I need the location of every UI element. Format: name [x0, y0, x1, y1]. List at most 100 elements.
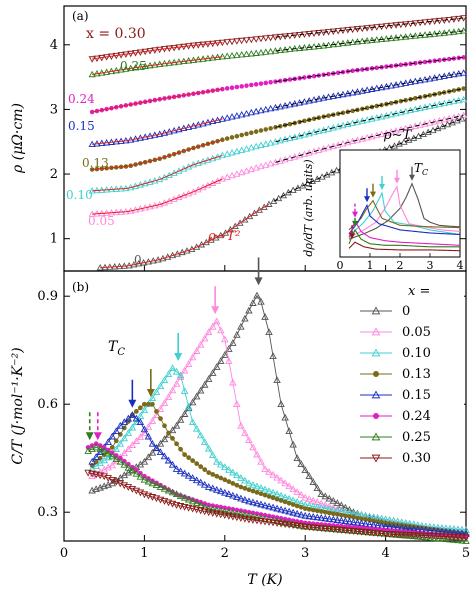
data-point [330, 511, 336, 517]
panel-a-series-0-30 [88, 15, 468, 63]
data-point [108, 432, 117, 440]
data-point [144, 432, 153, 440]
data-point [128, 466, 137, 474]
data-point [196, 340, 205, 348]
inset-tc-arrowhead [409, 174, 415, 181]
legend-label: 0.15 [402, 388, 431, 403]
data-point [178, 446, 183, 452]
data-point [217, 511, 225, 519]
data-point [293, 522, 301, 530]
data-point [305, 495, 313, 503]
data-point [281, 413, 289, 421]
data-point [200, 480, 209, 488]
data-point [270, 495, 276, 501]
data-point [233, 170, 241, 177]
data-point [180, 469, 189, 477]
data-point [462, 537, 470, 544]
data-point [454, 536, 462, 544]
data-point [196, 478, 205, 486]
data-point [156, 405, 165, 412]
data-point [166, 430, 171, 436]
tc-arrowhead [146, 389, 155, 397]
data-point [334, 511, 340, 517]
data-point [208, 505, 217, 513]
data-point [245, 306, 253, 314]
data-point [281, 479, 289, 487]
data-point [265, 328, 273, 336]
data-point [263, 127, 269, 132]
inset-tc-arrowhead [379, 183, 385, 190]
legend-items: 0 0.05 0.10 0.13 0.15 0.24 0.25 0.30 [360, 304, 431, 466]
data-point [290, 502, 296, 507]
panel-a-ytick-label: 2 [50, 167, 58, 182]
data-point [289, 522, 297, 529]
data-point [229, 85, 235, 90]
data-point [257, 48, 265, 56]
data-point [341, 517, 350, 525]
data-point [286, 32, 294, 40]
data-point [277, 476, 285, 484]
data-point [140, 457, 149, 465]
data-point [426, 533, 434, 541]
legend-label: 0.13 [402, 367, 431, 382]
data-point [128, 441, 137, 448]
inset-curve-0-10 [348, 191, 461, 237]
data-point [144, 453, 153, 461]
data-point [212, 506, 221, 513]
panel-a-series-0-24 [89, 55, 466, 115]
data-point [104, 438, 112, 445]
data-point [239, 132, 244, 138]
data-point [221, 488, 229, 496]
data-point [291, 100, 299, 107]
data-point [339, 121, 347, 129]
legend-title: x = [408, 284, 430, 299]
data-point [411, 77, 419, 85]
data-point [132, 418, 141, 426]
data-point [176, 503, 185, 510]
data-point [156, 439, 165, 447]
data-point [233, 147, 241, 155]
data-point [268, 80, 273, 85]
data-point [353, 518, 362, 526]
data-point [200, 334, 209, 342]
data-point [188, 398, 197, 406]
inset-xtick-label: 1 [367, 259, 374, 272]
data-point [184, 495, 193, 503]
data-point [262, 140, 270, 147]
legend-item-0-10: 0.10 [360, 346, 431, 361]
data-point [269, 503, 277, 511]
data-point [112, 427, 121, 435]
data-point [401, 531, 410, 539]
rho-t2-fit-line [92, 178, 223, 215]
data-point [281, 521, 289, 528]
data-point [281, 506, 289, 514]
data-point [233, 112, 241, 119]
data-point [458, 534, 466, 542]
data-point [317, 499, 326, 507]
panel-b-ylabel: C/T (J·mol⁻¹·K⁻²) [10, 347, 26, 464]
data-point [430, 533, 438, 540]
tc-arrowhead [254, 277, 263, 286]
data-point [164, 486, 173, 494]
panel-a-ytick-label: 1 [50, 232, 58, 247]
data-point [267, 139, 275, 146]
legend-item-0-30: 0.30 [360, 451, 431, 466]
data-point [276, 102, 284, 110]
data-point [345, 527, 354, 535]
legend-item-0: 0 [360, 304, 410, 319]
data-point [237, 510, 245, 518]
data-point [301, 523, 309, 531]
data-point [297, 460, 305, 468]
panel-b-xtick-label: 5 [462, 546, 470, 561]
data-point [378, 83, 386, 91]
data-point [190, 458, 196, 463]
data-point [188, 497, 197, 505]
data-point [222, 477, 228, 483]
data-point [100, 447, 108, 454]
data-point [418, 533, 426, 540]
data-point [249, 517, 257, 524]
data-point [226, 479, 232, 484]
data-point [277, 400, 285, 408]
data-point [440, 99, 448, 107]
data-point [233, 514, 241, 522]
